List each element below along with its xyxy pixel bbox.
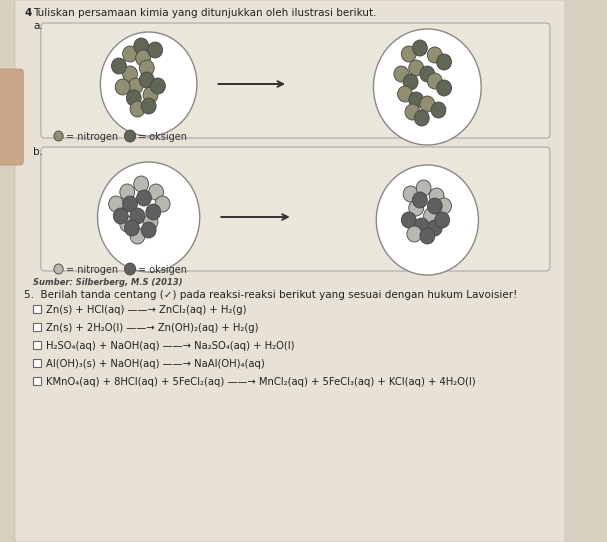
Text: = oksigen: = oksigen <box>138 132 188 142</box>
Circle shape <box>407 226 422 242</box>
Circle shape <box>405 104 420 120</box>
Circle shape <box>420 228 435 244</box>
Circle shape <box>143 87 158 103</box>
Bar <box>33 377 41 385</box>
Circle shape <box>134 176 149 192</box>
Bar <box>33 323 41 331</box>
Circle shape <box>427 220 443 236</box>
Text: = nitrogen: = nitrogen <box>66 132 118 142</box>
Circle shape <box>115 79 130 95</box>
Circle shape <box>126 90 141 106</box>
FancyBboxPatch shape <box>0 69 23 165</box>
Circle shape <box>373 29 481 145</box>
Circle shape <box>409 60 424 76</box>
Circle shape <box>151 78 165 94</box>
Circle shape <box>130 208 145 224</box>
Circle shape <box>403 186 418 202</box>
Text: Tuliskan persamaan kimia yang ditunjukkan oleh ilustrasi berikut.: Tuliskan persamaan kimia yang ditunjukka… <box>33 8 377 18</box>
Circle shape <box>149 184 163 200</box>
Circle shape <box>143 214 158 230</box>
Text: Al(OH)₃(s) + NaOH(aq) ——→ NaAl(OH)₄(aq): Al(OH)₃(s) + NaOH(aq) ——→ NaAl(OH)₄(aq) <box>46 359 264 369</box>
Text: KMnO₄(aq) + 8HCl(aq) + 5FeCl₂(aq) ——→ MnCl₂(aq) + 5FeCl₃(aq) + KCl(aq) + 4H₂O(l): KMnO₄(aq) + 8HCl(aq) + 5FeCl₂(aq) ——→ Mn… <box>46 377 475 387</box>
Circle shape <box>109 196 124 212</box>
Circle shape <box>427 198 443 214</box>
FancyBboxPatch shape <box>15 0 566 542</box>
Text: Zn(s) + 2H₂O(l) ——→ Zn(OH)₂(aq) + H₂(g): Zn(s) + 2H₂O(l) ——→ Zn(OH)₂(aq) + H₂(g) <box>46 323 258 333</box>
Circle shape <box>135 50 151 66</box>
Bar <box>33 359 41 367</box>
Circle shape <box>427 47 443 63</box>
Circle shape <box>146 204 161 220</box>
Circle shape <box>130 101 145 117</box>
Circle shape <box>398 86 413 102</box>
Circle shape <box>141 222 156 238</box>
Circle shape <box>140 72 154 88</box>
Circle shape <box>141 98 156 114</box>
Bar <box>33 341 41 349</box>
Circle shape <box>436 54 452 70</box>
Text: Sumber: Silberberg, M.S (2013): Sumber: Silberberg, M.S (2013) <box>33 278 183 287</box>
Circle shape <box>431 102 446 118</box>
Circle shape <box>112 58 126 74</box>
Bar <box>33 305 41 313</box>
Circle shape <box>394 66 409 82</box>
Circle shape <box>420 66 435 82</box>
Text: b.: b. <box>33 147 44 157</box>
Circle shape <box>123 66 138 82</box>
Circle shape <box>128 78 143 94</box>
Circle shape <box>429 188 444 204</box>
Circle shape <box>403 74 418 90</box>
Circle shape <box>409 200 424 216</box>
Text: = nitrogen: = nitrogen <box>66 265 118 275</box>
Circle shape <box>435 212 450 228</box>
Circle shape <box>415 110 429 126</box>
Circle shape <box>401 212 416 228</box>
Text: Zn(s) + HCl(aq) ——→ ZnCl₂(aq) + H₂(g): Zn(s) + HCl(aq) ——→ ZnCl₂(aq) + H₂(g) <box>46 305 246 315</box>
Circle shape <box>98 162 200 272</box>
Circle shape <box>376 165 478 275</box>
FancyBboxPatch shape <box>41 147 550 271</box>
Circle shape <box>137 190 151 206</box>
Text: 5.  Berilah tanda centang (✓) pada reaksi-reaksi berikut yang sesuai dengan huku: 5. Berilah tanda centang (✓) pada reaksi… <box>24 290 518 300</box>
Circle shape <box>54 131 63 141</box>
Circle shape <box>413 40 427 56</box>
Circle shape <box>124 220 140 236</box>
Circle shape <box>415 218 429 234</box>
Circle shape <box>123 196 138 212</box>
Circle shape <box>120 216 135 232</box>
Circle shape <box>427 73 443 89</box>
Circle shape <box>134 38 149 54</box>
Circle shape <box>124 263 135 275</box>
Circle shape <box>140 60 154 76</box>
Circle shape <box>436 80 452 96</box>
Circle shape <box>124 130 135 142</box>
Circle shape <box>401 46 416 62</box>
Circle shape <box>413 192 427 208</box>
Text: a.: a. <box>33 21 43 31</box>
Circle shape <box>148 42 163 58</box>
Text: = oksigen: = oksigen <box>138 265 188 275</box>
Text: H₂SO₄(aq) + NaOH(aq) ——→ Na₂SO₄(aq) + H₂O(l): H₂SO₄(aq) + NaOH(aq) ——→ Na₂SO₄(aq) + H₂… <box>46 341 294 351</box>
FancyBboxPatch shape <box>41 23 550 138</box>
Circle shape <box>436 198 452 214</box>
Circle shape <box>420 96 435 112</box>
Circle shape <box>409 92 424 108</box>
Circle shape <box>114 208 128 224</box>
Circle shape <box>120 184 135 200</box>
Circle shape <box>424 208 438 224</box>
Circle shape <box>155 196 170 212</box>
Circle shape <box>54 264 63 274</box>
Circle shape <box>130 228 145 244</box>
Text: 4: 4 <box>24 8 32 18</box>
Circle shape <box>123 46 138 62</box>
Circle shape <box>100 32 197 136</box>
Circle shape <box>416 180 431 196</box>
